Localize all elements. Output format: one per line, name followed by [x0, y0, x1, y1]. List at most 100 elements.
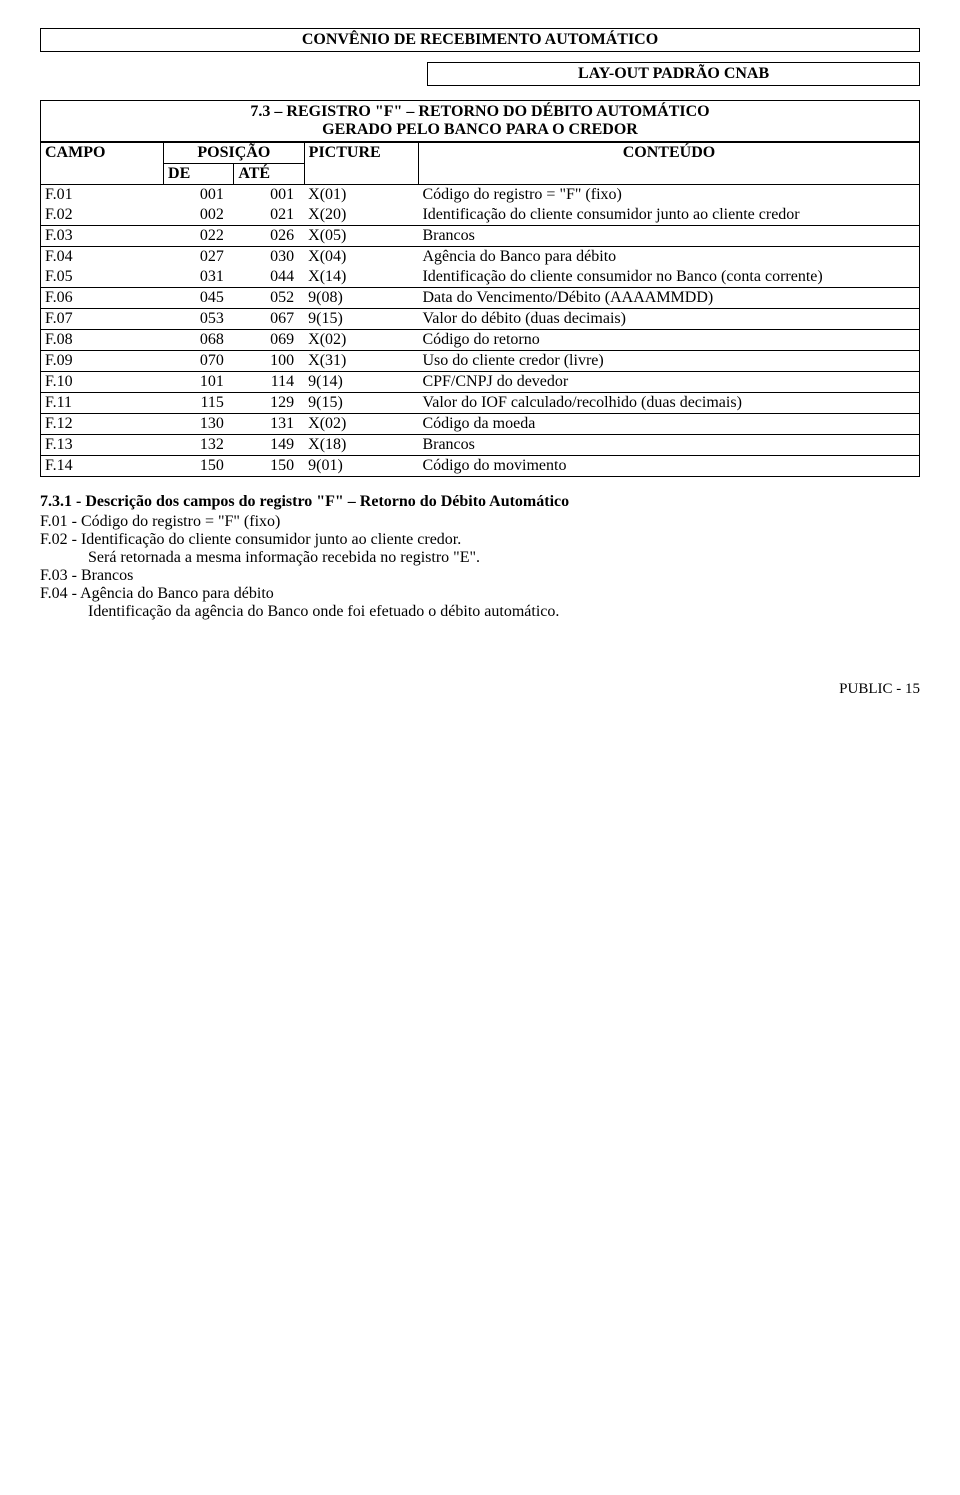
col-campo: CAMPO	[41, 143, 164, 185]
cell-picture: 9(15)	[304, 309, 418, 330]
cell-campo: F.04	[41, 247, 164, 268]
cell-campo: F.13	[41, 435, 164, 456]
cell-conteudo: Valor do IOF calculado/recolhido (duas d…	[418, 393, 919, 414]
cell-campo: F.10	[41, 372, 164, 393]
table-row: F.08068069X(02)Código do retorno	[41, 330, 920, 351]
description-line: F.04 - Agência do Banco para débito	[40, 585, 920, 603]
cell-conteudo: Valor do débito (duas decimais)	[418, 309, 919, 330]
cell-picture: X(14)	[304, 267, 418, 288]
cell-ate: 150	[234, 456, 304, 477]
cell-de: 031	[164, 267, 234, 288]
cell-conteudo: Identificação do cliente consumidor no B…	[418, 267, 919, 288]
cell-campo: F.09	[41, 351, 164, 372]
col-ate: ATÉ	[234, 164, 304, 185]
table-row: F.04027030X(04)Agência do Banco para déb…	[41, 247, 920, 268]
cell-ate: 067	[234, 309, 304, 330]
cell-picture: X(02)	[304, 330, 418, 351]
description-line: Identificação da agência do Banco onde f…	[88, 603, 920, 621]
cell-ate: 131	[234, 414, 304, 435]
cell-campo: F.11	[41, 393, 164, 414]
cell-conteudo: Data do Vencimento/Débito (AAAAMMDD)	[418, 288, 919, 309]
cell-de: 132	[164, 435, 234, 456]
cell-conteudo: Uso do cliente credor (livre)	[418, 351, 919, 372]
cell-conteudo: Brancos	[418, 226, 919, 247]
cell-de: 115	[164, 393, 234, 414]
description-line: F.03 - Brancos	[40, 567, 920, 585]
cell-ate: 129	[234, 393, 304, 414]
table-row: F.111151299(15)Valor do IOF calculado/re…	[41, 393, 920, 414]
description-lines: F.01 - Código do registro = "F" (fixo)F.…	[40, 513, 920, 621]
col-de: DE	[164, 164, 234, 185]
table-body: F.01001001X(01)Código do registro = "F" …	[41, 185, 920, 477]
doc-subtitle: LAY-OUT PADRÃO CNAB	[427, 62, 920, 86]
subtitle-spacer	[40, 62, 427, 86]
cell-ate: 030	[234, 247, 304, 268]
table-row: F.070530679(15)Valor do débito (duas dec…	[41, 309, 920, 330]
description-line: F.01 - Código do registro = "F" (fixo)	[40, 513, 920, 531]
cell-de: 002	[164, 205, 234, 226]
cell-picture: 9(08)	[304, 288, 418, 309]
table-row: F.05031044X(14)Identificação do cliente …	[41, 267, 920, 288]
fields-table: CAMPO POSIÇÃO PICTURE CONTEÚDO DE ATÉ F.…	[40, 142, 920, 477]
subtitle-row: LAY-OUT PADRÃO CNAB	[40, 62, 920, 86]
col-conteudo: CONTEÚDO	[418, 143, 919, 185]
cell-picture: X(18)	[304, 435, 418, 456]
cell-conteudo: CPF/CNPJ do devedor	[418, 372, 919, 393]
cell-ate: 021	[234, 205, 304, 226]
cell-ate: 114	[234, 372, 304, 393]
cell-campo: F.03	[41, 226, 164, 247]
cell-picture: X(05)	[304, 226, 418, 247]
cell-campo: F.08	[41, 330, 164, 351]
table-row: F.060450529(08)Data do Vencimento/Débito…	[41, 288, 920, 309]
cell-campo: F.12	[41, 414, 164, 435]
cell-campo: F.01	[41, 185, 164, 206]
table-row: F.03022026X(05)Brancos	[41, 226, 920, 247]
cell-campo: F.14	[41, 456, 164, 477]
page-footer: PUBLIC - 15	[40, 681, 920, 698]
cell-conteudo: Identificação do cliente consumidor junt…	[418, 205, 919, 226]
description-line: F.02 - Identificação do cliente consumid…	[40, 531, 920, 549]
cell-conteudo: Brancos	[418, 435, 919, 456]
cell-de: 027	[164, 247, 234, 268]
cell-picture: X(02)	[304, 414, 418, 435]
cell-conteudo: Código da moeda	[418, 414, 919, 435]
cell-campo: F.05	[41, 267, 164, 288]
cell-de: 045	[164, 288, 234, 309]
cell-picture: X(20)	[304, 205, 418, 226]
cell-picture: 9(15)	[304, 393, 418, 414]
table-header-row: CAMPO POSIÇÃO PICTURE CONTEÚDO	[41, 143, 920, 164]
col-picture: PICTURE	[304, 143, 418, 185]
description-title: 7.3.1 - Descrição dos campos do registro…	[40, 493, 920, 511]
cell-ate: 149	[234, 435, 304, 456]
cell-ate: 069	[234, 330, 304, 351]
description-section: 7.3.1 - Descrição dos campos do registro…	[40, 493, 920, 621]
cell-campo: F.02	[41, 205, 164, 226]
cell-conteudo: Agência do Banco para débito	[418, 247, 919, 268]
cell-picture: X(04)	[304, 247, 418, 268]
table-row: F.09070100X(31)Uso do cliente credor (li…	[41, 351, 920, 372]
cell-conteudo: Código do registro = "F" (fixo)	[418, 185, 919, 206]
cell-conteudo: Código do movimento	[418, 456, 919, 477]
col-posicao: POSIÇÃO	[164, 143, 305, 164]
cell-campo: F.06	[41, 288, 164, 309]
cell-campo: F.07	[41, 309, 164, 330]
cell-de: 001	[164, 185, 234, 206]
table-row: F.101011149(14)CPF/CNPJ do devedor	[41, 372, 920, 393]
cell-picture: X(01)	[304, 185, 418, 206]
table-row: F.13132149X(18)Brancos	[41, 435, 920, 456]
table-row: F.12130131X(02)Código da moeda	[41, 414, 920, 435]
table-row: F.02002021X(20)Identificação do cliente …	[41, 205, 920, 226]
doc-title: CONVÊNIO DE RECEBIMENTO AUTOMÁTICO	[40, 28, 920, 52]
cell-de: 053	[164, 309, 234, 330]
cell-ate: 044	[234, 267, 304, 288]
cell-conteudo: Código do retorno	[418, 330, 919, 351]
cell-picture: 9(14)	[304, 372, 418, 393]
cell-picture: 9(01)	[304, 456, 418, 477]
description-line: Será retornada a mesma informação recebi…	[88, 549, 920, 567]
cell-picture: X(31)	[304, 351, 418, 372]
cell-de: 150	[164, 456, 234, 477]
register-title: 7.3 – REGISTRO "F" – RETORNO DO DÉBITO A…	[40, 100, 920, 142]
table-row: F.141501509(01)Código do movimento	[41, 456, 920, 477]
cell-de: 022	[164, 226, 234, 247]
table-row: F.01001001X(01)Código do registro = "F" …	[41, 185, 920, 206]
